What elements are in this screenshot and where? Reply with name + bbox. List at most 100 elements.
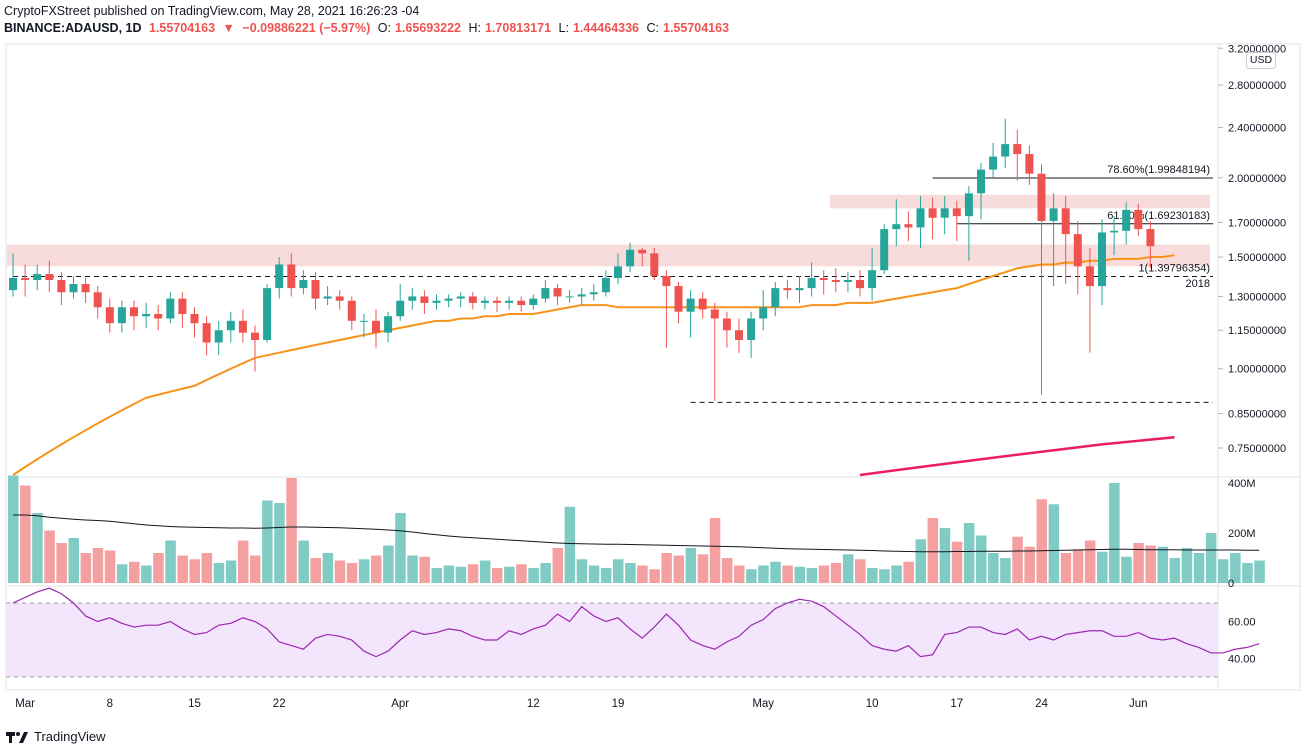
candle-body	[601, 278, 610, 293]
close-label: C:	[646, 21, 660, 35]
candle	[299, 270, 308, 295]
candle	[251, 325, 259, 372]
volume-bar	[1145, 545, 1156, 583]
candle	[940, 196, 949, 235]
candle	[541, 280, 550, 303]
candle-body	[57, 280, 66, 293]
candle-body	[480, 300, 489, 303]
candle	[57, 272, 66, 306]
price-tick-label: 1.70000000	[1228, 218, 1286, 230]
candle	[9, 253, 17, 297]
candle-body	[347, 300, 356, 321]
candle-body	[698, 298, 707, 310]
candle	[626, 242, 635, 273]
resistance-zone	[7, 244, 1210, 267]
date-tick-label: 17	[950, 698, 963, 710]
candle	[989, 142, 998, 178]
footer-brand: TradingView	[34, 729, 106, 744]
volume-bar	[32, 513, 43, 583]
candle-body	[977, 169, 985, 194]
rsi-tick-label: 60.00	[1228, 617, 1256, 629]
candle	[674, 282, 683, 324]
candle	[735, 318, 743, 353]
candle	[384, 311, 393, 343]
price-tick-label: 1.00000000	[1228, 364, 1286, 376]
candle-body	[807, 278, 816, 289]
volume-bar	[1084, 540, 1096, 583]
candle-body	[928, 208, 937, 218]
candle-body	[142, 313, 151, 317]
annotation-label: 61.80%(1.69230183)	[1107, 210, 1210, 222]
volume-bar	[419, 556, 430, 583]
candle-body	[81, 284, 90, 293]
candle-body	[783, 288, 792, 291]
candle-body	[33, 274, 42, 281]
candle	[577, 288, 586, 306]
volume-ma-line	[13, 514, 1260, 553]
candle-body	[1049, 208, 1058, 221]
volume-bar	[939, 528, 951, 583]
volume-bar	[782, 565, 793, 583]
candle	[505, 296, 514, 310]
volume-bar	[867, 568, 878, 583]
candle	[420, 290, 429, 314]
volume-bar	[334, 560, 346, 583]
candle	[1049, 193, 1058, 287]
candle-body	[335, 296, 344, 301]
candle-body	[311, 280, 320, 299]
date-tick-label: 19	[612, 698, 625, 710]
volume-bar	[1218, 559, 1229, 583]
currency-badge[interactable]: USD	[1246, 52, 1276, 69]
volume-bar	[1060, 553, 1072, 583]
volume-bar	[746, 569, 757, 583]
ma200-line	[859, 435, 1175, 477]
candle-body	[662, 276, 671, 287]
candle-body	[251, 332, 259, 340]
footer: TradingView	[6, 729, 106, 744]
rsi-line	[12, 587, 1260, 658]
candle	[843, 272, 852, 293]
rsi-tick-label: 40.00	[1228, 654, 1256, 666]
price-chart[interactable]: 3.200000002.800000002.400000002.00000000…	[0, 0, 1307, 725]
low-label: L:	[558, 21, 569, 35]
volume-bar	[371, 555, 382, 583]
candle	[93, 286, 102, 319]
candle	[553, 284, 562, 306]
volume-bar	[794, 566, 805, 583]
candle-body	[952, 208, 961, 217]
volume-bar	[467, 564, 479, 583]
candle	[807, 262, 816, 297]
candle-body	[1025, 154, 1034, 174]
volume-bar	[1024, 546, 1035, 583]
candle	[1037, 164, 1046, 395]
candle-body	[505, 300, 514, 303]
candle-body	[69, 284, 78, 293]
volume-bar	[346, 563, 358, 583]
candle	[650, 247, 659, 281]
candle	[831, 268, 840, 293]
candle-body	[626, 249, 635, 267]
volume-bar	[407, 555, 418, 583]
candle	[977, 163, 985, 220]
volume-bar	[516, 564, 527, 583]
volume-bar	[673, 555, 684, 583]
price-tick-label: 2.00000000	[1228, 173, 1286, 185]
volume-bar	[358, 559, 370, 583]
volume-bar	[855, 559, 866, 583]
candle-body	[964, 193, 973, 217]
candle	[662, 270, 671, 348]
volume-bar	[649, 569, 660, 583]
volume-bar	[225, 560, 237, 583]
date-tick-label: 22	[273, 698, 286, 710]
candle-body	[105, 307, 114, 324]
volume-bar	[298, 540, 309, 583]
volume-tick-label: 0	[1228, 578, 1234, 590]
candle-body	[1061, 208, 1070, 235]
price-tick-label: 0.75000000	[1228, 443, 1286, 455]
candle	[892, 199, 901, 247]
annotation-label: 2018	[1186, 278, 1210, 290]
candle	[1061, 196, 1070, 285]
candle	[130, 300, 138, 331]
volume-bar	[116, 564, 128, 583]
candle-body	[940, 208, 949, 218]
